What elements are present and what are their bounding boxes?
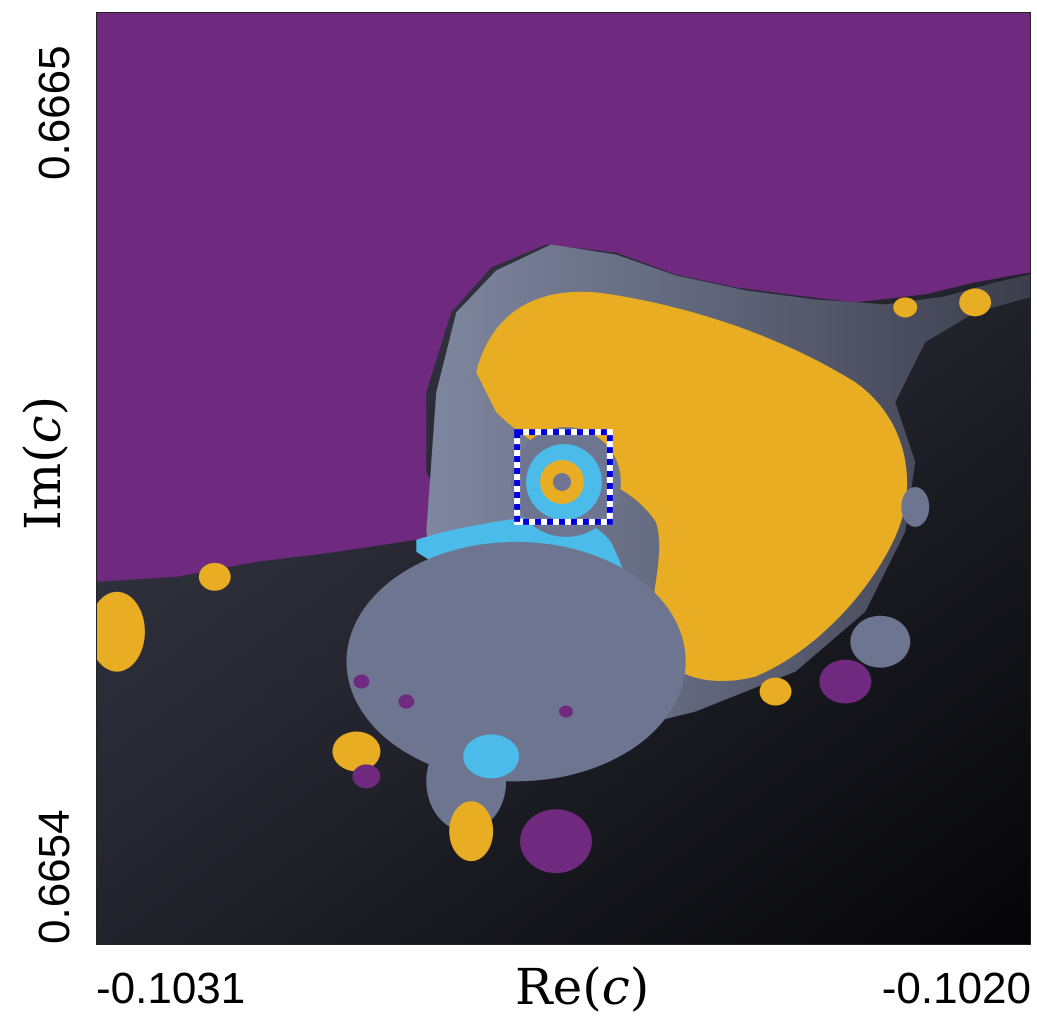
x-tick-left: -0.1031 (96, 964, 246, 1013)
y-tick-bottom: 0.6654 (30, 809, 79, 944)
y-axis-label-suffix: ) (14, 395, 72, 416)
y-axis-label-var: c (14, 415, 72, 444)
x-axis-label-prefix: Re( (515, 958, 602, 1016)
x-axis-label-var: c (601, 958, 630, 1016)
satellite-bulbs (97, 288, 992, 874)
fractal-image (97, 13, 1030, 944)
y-axis-label: Im(c) (14, 396, 72, 530)
x-axis-label: Re(c) (515, 958, 649, 1016)
x-axis-label-suffix: ) (629, 958, 650, 1016)
fractal-plot (96, 12, 1031, 945)
y-tick-top: 0.6665 (30, 45, 79, 180)
gold-lobe (476, 291, 908, 682)
spiral-core (553, 473, 571, 491)
x-tick-right: -0.1020 (881, 964, 1031, 1013)
gray-cluster (346, 541, 686, 782)
y-axis-label-prefix: Im( (14, 443, 72, 530)
